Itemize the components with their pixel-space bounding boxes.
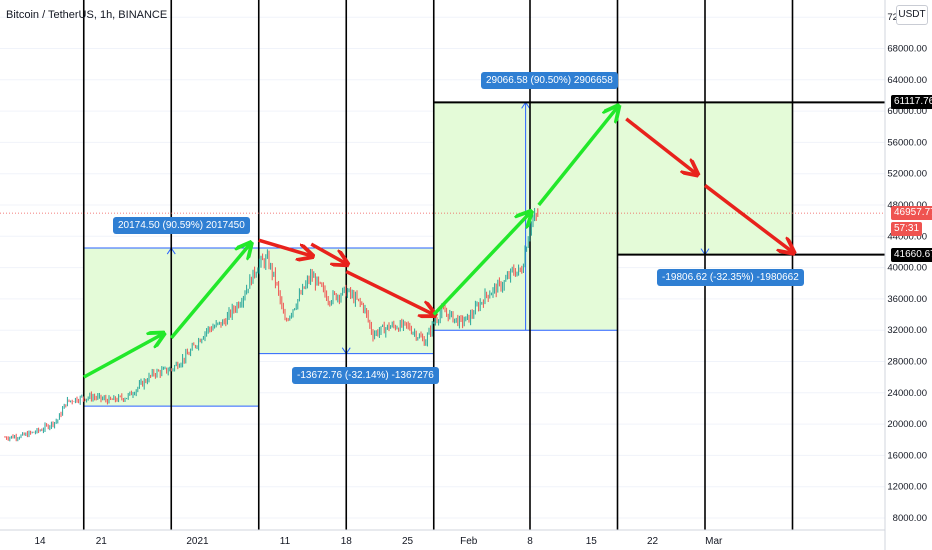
- x-tick-label: 8: [527, 536, 533, 547]
- bottom-level-price-tag: 41660.67: [891, 248, 932, 262]
- y-tick-label: 16000.00: [887, 450, 927, 461]
- x-tick-label: 14: [34, 536, 46, 547]
- y-tick-label: 32000.00: [887, 325, 927, 336]
- y-tick-label: 44000.00: [887, 231, 927, 242]
- measure-label-box1: 20174.50 (90.59%) 2017450: [113, 217, 250, 234]
- countdown-tag: 57:31: [891, 222, 923, 236]
- y-tick-label: 12000.00: [887, 482, 927, 493]
- measure-label-box2: -13672.76 (-32.14%) -1367276: [292, 367, 439, 384]
- y-tick-label: 40000.00: [887, 263, 927, 274]
- red-trend-arrow-8: [625, 117, 696, 174]
- green-trend-arrow-6: [432, 213, 530, 316]
- x-tick-label: Mar: [705, 536, 723, 547]
- y-tick-label: 48000.00: [887, 200, 927, 211]
- x-tick-label: 21: [96, 536, 108, 547]
- y-tick-label: 64000.00: [887, 75, 927, 86]
- y-tick-label: 8000.00: [893, 513, 927, 524]
- top-level-price-tag: 61117.76: [891, 95, 932, 109]
- x-tick-label: 15: [586, 536, 598, 547]
- y-tick-label: 24000.00: [887, 388, 927, 399]
- y-tick-label: 36000.00: [887, 294, 927, 305]
- green-trend-arrow-7: [537, 107, 618, 207]
- green-trend-arrow-2: [169, 244, 250, 340]
- y-tick-label: 60000.00: [887, 106, 927, 117]
- y-tick-label: 28000.00: [887, 357, 927, 368]
- x-tick-label: 25: [402, 536, 414, 547]
- y-tick-label: 68000.00: [887, 44, 927, 55]
- red-trend-arrow-5: [345, 269, 434, 315]
- y-tick-label: 20000.00: [887, 419, 927, 430]
- x-tick-label: Feb: [460, 536, 478, 547]
- y-tick-label: 56000.00: [887, 137, 927, 148]
- currency-button[interactable]: USDT: [896, 5, 928, 25]
- red-trend-arrow-9: [703, 184, 793, 252]
- x-tick-label: 18: [341, 536, 353, 547]
- green-trend-arrow-1: [82, 334, 163, 379]
- x-tick-label: 11: [280, 536, 291, 547]
- x-tick-label: 22: [647, 536, 659, 547]
- red-trend-arrow-3: [258, 238, 312, 256]
- y-tick-label: 52000.00: [887, 169, 927, 180]
- symbol-title: Bitcoin / TetherUS, 1h, BINANCE: [6, 9, 168, 21]
- measure-label-box4: -19806.62 (-32.35%) -1980662: [657, 269, 804, 286]
- last-price-tag: 46957.77: [891, 206, 932, 220]
- red-trend-arrow-4: [310, 242, 346, 264]
- measure-label-box3: 29066.58 (90.50%) 2906658: [481, 72, 618, 89]
- price-axis-bg: [885, 0, 932, 550]
- candles-group: [4, 207, 539, 442]
- x-tick-label: 2021: [186, 536, 209, 547]
